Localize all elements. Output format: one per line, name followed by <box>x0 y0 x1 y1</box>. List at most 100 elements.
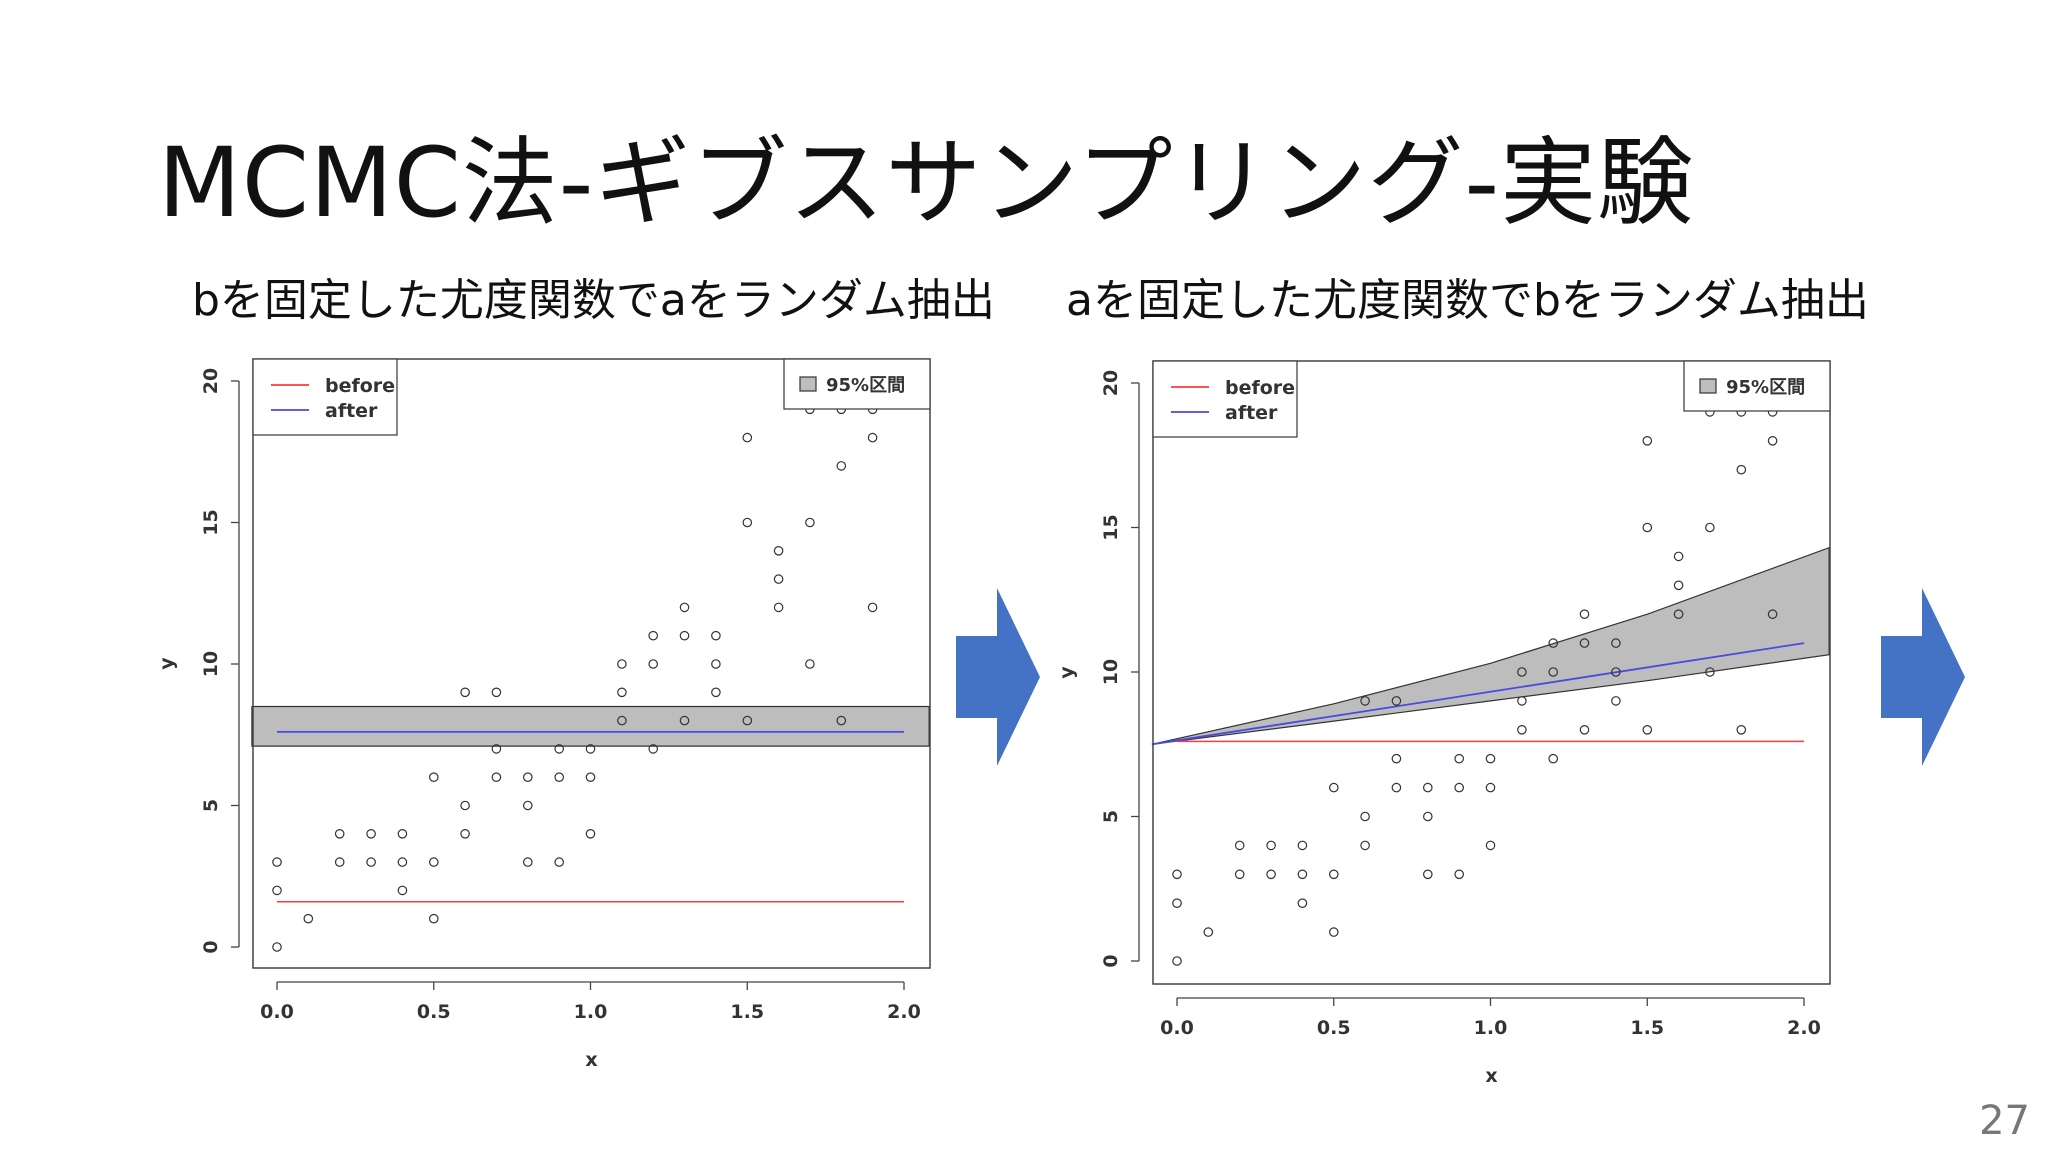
data-point <box>1266 840 1276 851</box>
data-point <box>1485 753 1496 764</box>
data-point <box>303 913 314 924</box>
legend-after-label: after <box>325 400 378 422</box>
line-legend: before after <box>252 358 398 436</box>
x-axis-label: x <box>1485 1065 1497 1087</box>
slide-title: MCMC法-ギブスサンプリング-実験 <box>158 127 1695 239</box>
y-tick-label: 20 <box>200 368 222 394</box>
data-point <box>867 432 878 443</box>
data-point <box>1642 724 1653 735</box>
data-point <box>460 800 470 811</box>
y-tick-label: 20 <box>1100 370 1122 396</box>
data-point <box>773 602 784 613</box>
data-point <box>585 772 596 782</box>
confidence-band <box>1151 546 1830 745</box>
x-tick-label: 2.0 <box>887 1001 921 1023</box>
data-point <box>1548 638 1558 648</box>
data-point <box>1328 869 1339 880</box>
data-point <box>1297 898 1308 908</box>
y-axis-label: y <box>1056 666 1078 679</box>
right-chart-subtitle: aを固定した尤度関数でbをランダム抽出 <box>1066 275 1869 326</box>
x-tick-label: 1.5 <box>1630 1017 1664 1039</box>
data-point <box>1673 609 1684 619</box>
data-point <box>1705 667 1715 677</box>
data-point <box>1548 667 1558 677</box>
data-point <box>1517 667 1527 677</box>
data-point <box>272 942 282 952</box>
data-point <box>428 913 439 924</box>
data-point <box>366 828 376 839</box>
data-point <box>1234 869 1245 880</box>
data-point <box>773 546 784 556</box>
data-point <box>1673 551 1684 562</box>
legend-after-label: after <box>1225 402 1278 424</box>
data-point <box>1360 840 1370 851</box>
data-point <box>711 687 721 698</box>
data-point <box>428 772 439 782</box>
data-point <box>867 602 878 613</box>
data-point <box>491 772 502 782</box>
data-point <box>334 857 345 867</box>
x-tick-label: 0.5 <box>417 1001 451 1023</box>
data-point <box>1611 638 1621 648</box>
data-point <box>1548 753 1558 764</box>
data-point <box>522 857 533 867</box>
data-point <box>648 744 658 754</box>
data-point <box>1391 696 1402 706</box>
right-arrow-shape <box>1881 588 1965 766</box>
data-point <box>1422 811 1433 822</box>
data-point <box>1422 869 1433 880</box>
band-legend-swatch <box>1699 378 1717 394</box>
data-point <box>711 659 721 669</box>
data-point <box>554 857 564 867</box>
data-point <box>711 630 721 641</box>
data-point <box>585 744 596 754</box>
data-point <box>1579 638 1590 648</box>
data-point <box>1172 956 1182 966</box>
y-tick-label: 5 <box>200 799 222 812</box>
band-legend: 95%区間 <box>1683 360 1831 412</box>
data-point <box>679 602 690 613</box>
y-tick-label: 5 <box>1100 810 1122 823</box>
y-tick-label: 0 <box>1100 954 1122 967</box>
x-tick-label: 0.5 <box>1317 1017 1351 1039</box>
data-point <box>585 828 596 839</box>
data-point <box>1767 609 1778 619</box>
x-tick-label: 0.0 <box>1160 1017 1194 1039</box>
data-point <box>522 772 533 782</box>
legend-before-label: before <box>325 375 395 397</box>
right-arrow-icon <box>1881 588 1965 766</box>
data-point <box>1642 436 1653 446</box>
x-tick-label: 1.5 <box>730 1001 764 1023</box>
data-point <box>366 857 376 867</box>
data-point <box>1579 609 1590 619</box>
data-point <box>617 687 627 698</box>
right-arrow-shape <box>956 588 1040 766</box>
data-point <box>460 687 470 698</box>
right-scatter-chart: 0.0 0.5 1.0 1.5 2.0 x 0 5 10 15 20 y before after 95%区… <box>1056 360 1831 1087</box>
x-tick-label: 1.0 <box>574 1001 608 1023</box>
x-axis-label: x <box>585 1049 597 1071</box>
band-legend: 95%区間 <box>783 358 931 410</box>
y-tick-label: 0 <box>200 940 222 953</box>
y-tick-label: 15 <box>200 509 222 535</box>
x-tick-label: 1.0 <box>1474 1017 1508 1039</box>
data-point <box>1485 782 1496 793</box>
data-point <box>805 517 815 528</box>
data-point <box>836 715 847 726</box>
data-point <box>428 857 439 867</box>
data-point <box>397 885 408 896</box>
legend-box <box>252 358 398 436</box>
line-legend: before after <box>1152 360 1298 438</box>
data-point <box>1517 696 1527 706</box>
right-arrow-icon <box>956 588 1040 766</box>
data-point <box>491 744 502 754</box>
data-point <box>1391 753 1402 764</box>
data-point <box>1642 522 1653 533</box>
y-tick-label: 10 <box>200 651 222 677</box>
data-point <box>272 857 282 867</box>
page-number: 27 <box>1979 1098 2030 1144</box>
data-point <box>1234 840 1245 851</box>
y-tick-label: 10 <box>1100 659 1122 685</box>
plot-frame <box>1152 360 1831 985</box>
data-point <box>1360 696 1370 706</box>
